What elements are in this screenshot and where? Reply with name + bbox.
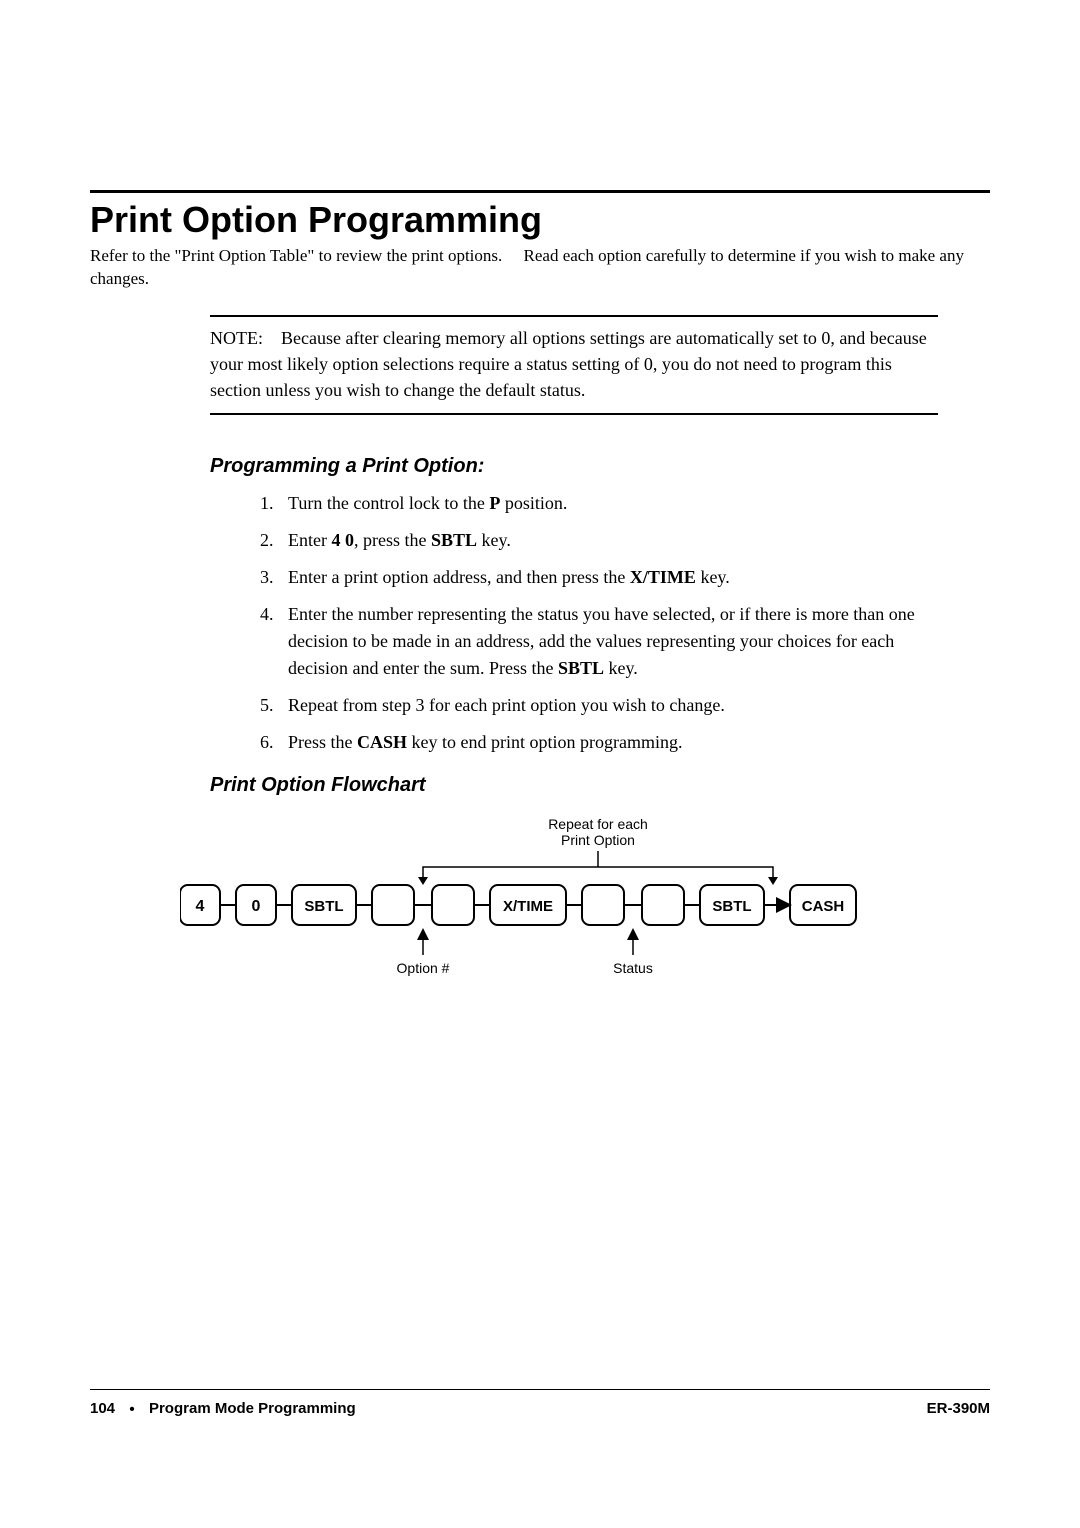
flowchart: Repeat for each Print Option 4 0 SBTL: [180, 815, 990, 990]
footer-page-number: 104: [90, 1400, 115, 1417]
step-1: Turn the control lock to the P position.: [278, 490, 948, 517]
flow-status-label: Status: [613, 960, 653, 976]
section-heading-flowchart: Print Option Flowchart: [210, 774, 990, 797]
note-body: Because after clearing memory all option…: [210, 328, 927, 400]
step-6-bold: CASH: [357, 732, 407, 752]
flow-box-sbtl-2: SBTL: [712, 898, 751, 915]
step-5: Repeat from step 3 for each print option…: [278, 692, 948, 719]
step-3: Enter a print option address, and then p…: [278, 564, 948, 591]
step-2-bold-2: SBTL: [431, 530, 477, 550]
flowchart-svg: Repeat for each Print Option 4 0 SBTL: [180, 815, 900, 985]
flow-box-4: 4: [196, 898, 205, 915]
step-5-text: Repeat from step 3 for each print option…: [288, 695, 725, 715]
note-label: NOTE:: [210, 328, 263, 348]
step-6-text-c: key to end print option programming.: [407, 732, 682, 752]
step-2-text-a: Enter: [288, 530, 331, 550]
intro-text-1: Refer to the "Print Option Table" to rev…: [90, 246, 502, 265]
step-1-text-c: position.: [500, 493, 567, 513]
section-heading-programming: Programming a Print Option:: [210, 455, 990, 478]
step-4: Enter the number representing the status…: [278, 601, 948, 682]
step-3-text-c: key.: [696, 567, 730, 587]
note-block: NOTE: Because after clearing memory all …: [210, 315, 938, 415]
step-1-bold: P: [489, 493, 500, 513]
step-2-text-c: , press the: [354, 530, 431, 550]
step-3-text-a: Enter a print option address, and then p…: [288, 567, 630, 587]
flow-option-label: Option #: [397, 960, 450, 976]
step-1-text-a: Turn the control lock to the: [288, 493, 489, 513]
step-2: Enter 4 0, press the SBTL key.: [278, 527, 948, 554]
step-6-text-a: Press the: [288, 732, 357, 752]
page-title: Print Option Programming: [90, 199, 990, 241]
step-6: Press the CASH key to end print option p…: [278, 729, 948, 756]
flow-box-xtime: X/TIME: [503, 898, 553, 915]
step-3-bold: X/TIME: [630, 567, 696, 587]
footer-bullet-icon: •: [125, 1401, 139, 1418]
page-footer: 104 • Program Mode Programming ER-390M: [90, 1389, 990, 1418]
footer-right: ER-390M: [927, 1400, 990, 1418]
step-2-text-e: key.: [477, 530, 511, 550]
step-4-text-c: key.: [604, 658, 638, 678]
flow-repeat-line2: Print Option: [561, 832, 635, 848]
flow-repeat-line1: Repeat for each: [548, 816, 648, 832]
step-2-bold-1: 4 0: [331, 530, 354, 550]
footer-section: Program Mode Programming: [149, 1400, 356, 1417]
steps-list: Turn the control lock to the P position.…: [278, 490, 948, 756]
flow-box-cash: CASH: [802, 898, 845, 915]
flow-box-0: 0: [252, 898, 261, 915]
footer-left: 104 • Program Mode Programming: [90, 1400, 356, 1418]
step-4-bold: SBTL: [558, 658, 604, 678]
flow-box-sbtl-1: SBTL: [304, 898, 343, 915]
top-rule: [90, 190, 990, 193]
intro-paragraph: Refer to the "Print Option Table" to rev…: [90, 245, 990, 291]
